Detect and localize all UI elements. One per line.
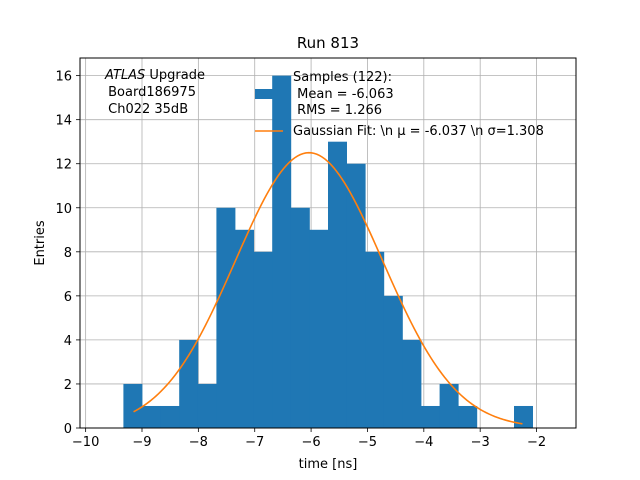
legend: Samples (122): Mean = -6.063 RMS = 1.266… xyxy=(255,70,544,139)
histogram-bars xyxy=(123,75,533,428)
annotation-atlas: ATLAS xyxy=(104,68,145,83)
histogram-bar xyxy=(123,383,143,428)
histogram-bar xyxy=(142,405,161,428)
x-tick-label: −4 xyxy=(414,435,433,450)
gaussian-fit-curve xyxy=(133,151,523,425)
annotation-line-1: ATLAS Upgrade xyxy=(104,68,205,83)
annotation-upgrade: Upgrade xyxy=(145,68,205,83)
histogram-bar xyxy=(290,207,310,428)
histogram-bar xyxy=(253,251,273,428)
y-tick-label: 8 xyxy=(64,246,72,261)
annotation-line-3: Ch022 35dB xyxy=(104,102,188,117)
histogram-bar xyxy=(346,163,366,428)
legend-rms-label: RMS = 1.266 xyxy=(293,103,382,118)
y-tick-label: 16 xyxy=(55,70,72,85)
annotation-line-2: Board186975 xyxy=(104,85,196,100)
x-tick-label: −3 xyxy=(471,435,490,450)
legend-fit-label: Gaussian Fit: \n μ = -6.037 \n σ=1.308 xyxy=(293,124,544,139)
x-axis-ticks: −10 −9 −8 −7 −6 −5 −4 −3 −2 xyxy=(72,428,546,450)
histogram-bar xyxy=(514,405,533,428)
histogram-bar xyxy=(328,141,347,428)
x-axis-label: time [ns] xyxy=(299,457,358,472)
x-tick-label: −6 xyxy=(302,435,321,450)
x-tick-label: −9 xyxy=(132,435,151,450)
gaussian-fit xyxy=(133,151,523,425)
y-tick-label: 4 xyxy=(64,334,72,349)
histogram-bar xyxy=(272,75,292,428)
histogram-bar xyxy=(216,207,236,428)
y-tick-label: 6 xyxy=(64,290,72,305)
x-tick-label: −10 xyxy=(72,435,99,450)
x-tick-label: −8 xyxy=(189,435,208,450)
histogram-bar xyxy=(402,339,422,428)
histogram-bar xyxy=(179,339,199,428)
x-tick-label: −2 xyxy=(527,435,546,450)
legend-samples-label: Samples (122): xyxy=(293,70,392,85)
y-tick-label: 12 xyxy=(55,158,72,173)
legend-samples-patch xyxy=(255,89,283,99)
x-tick-label: −7 xyxy=(245,435,264,450)
y-axis-ticks: 0 2 4 6 8 10 12 14 16 xyxy=(55,70,80,437)
histogram-bar xyxy=(421,405,440,428)
histogram-bar xyxy=(365,251,385,428)
x-tick-label: −5 xyxy=(358,435,377,450)
histogram-bar xyxy=(458,405,478,428)
histogram-bar xyxy=(309,229,329,428)
y-tick-label: 2 xyxy=(64,378,72,393)
y-axis-label: Entries xyxy=(33,220,48,266)
histogram-bar xyxy=(160,405,180,428)
histogram-bar xyxy=(235,229,254,428)
atlas-annotation: ATLAS Upgrade Board186975 Ch022 35dB xyxy=(104,68,205,117)
y-tick-label: 0 xyxy=(64,422,72,437)
chart-title: Run 813 xyxy=(297,34,359,52)
histogram-bar xyxy=(439,383,459,428)
histogram-bar xyxy=(383,295,403,428)
plot-frame xyxy=(79,57,577,429)
histogram-bar xyxy=(197,383,217,428)
legend-mean-label: Mean = -6.063 xyxy=(293,87,394,102)
y-tick-label: 14 xyxy=(55,114,72,129)
y-tick-label: 10 xyxy=(55,202,72,217)
